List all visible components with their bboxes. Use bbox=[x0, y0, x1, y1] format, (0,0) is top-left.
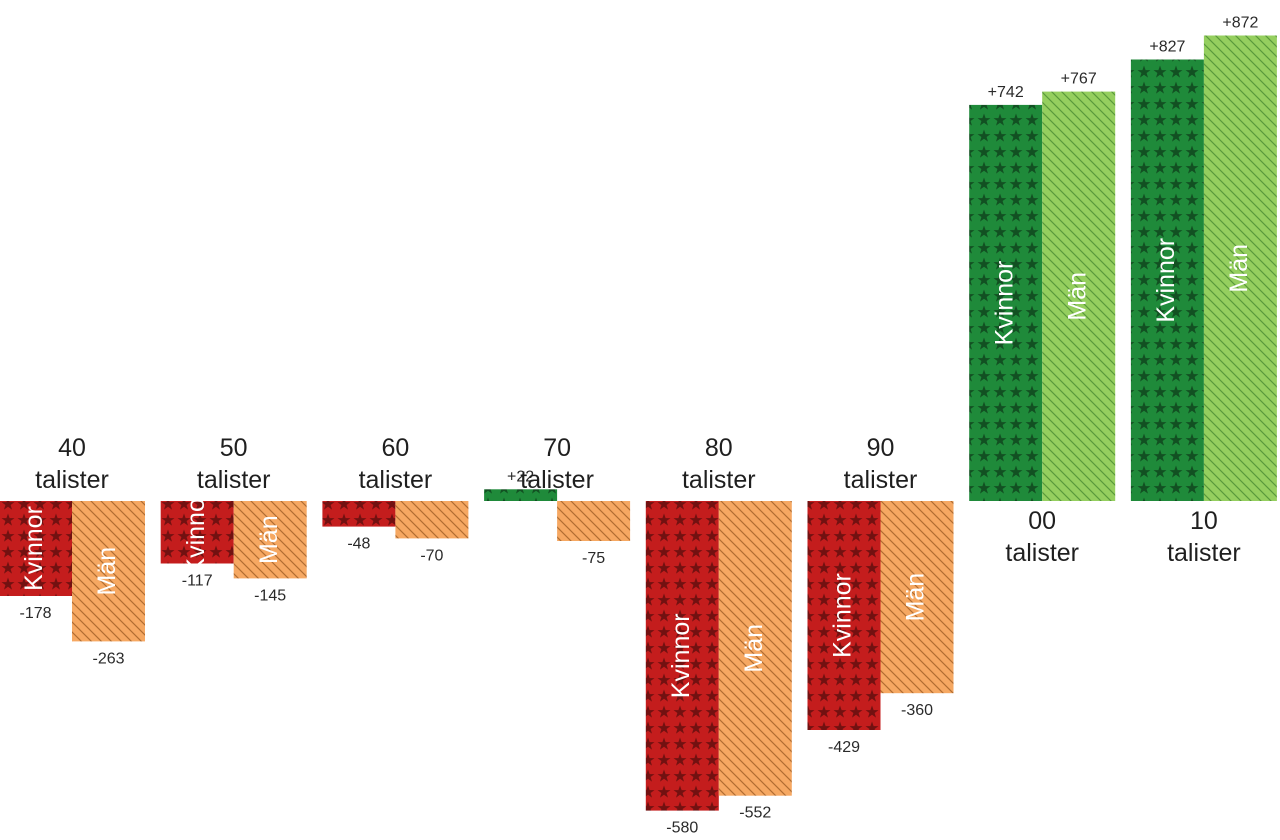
category-label-line2: talister bbox=[1005, 539, 1079, 567]
bar-man bbox=[557, 501, 631, 541]
bar-marks: -178Kvinnor-263Män40talister-117Kvinnor-… bbox=[0, 15, 1277, 837]
category-label-line2: talister bbox=[682, 466, 756, 494]
bar-kvinnor bbox=[160, 501, 234, 564]
value-label: -145 bbox=[254, 587, 286, 604]
series-name-label: Män bbox=[93, 547, 121, 596]
bar-kvinnor bbox=[645, 501, 719, 811]
bar-kvinnor bbox=[1130, 59, 1204, 501]
series-name-label: Män bbox=[902, 573, 930, 622]
value-label: -552 bbox=[739, 805, 771, 822]
category-label-line2: talister bbox=[844, 466, 918, 494]
category-label-line1: 80 bbox=[705, 434, 733, 462]
bar-man bbox=[233, 501, 307, 579]
value-label: +22 bbox=[507, 468, 534, 485]
series-name-label: Kvinnor bbox=[667, 613, 695, 698]
series-name-label: Kvinnor bbox=[1152, 238, 1180, 323]
value-label: -117 bbox=[182, 573, 213, 590]
value-label: -360 bbox=[901, 702, 933, 719]
bar-kvinnor bbox=[322, 501, 396, 527]
value-label: -263 bbox=[92, 650, 124, 667]
category-label-line2: talister bbox=[359, 466, 433, 494]
bar-group: -48 -70 60 talister bbox=[322, 434, 469, 564]
bar-group: -429 Kvinnor -360 Män 90 talister bbox=[807, 434, 954, 756]
series-name-label: Kvinnor bbox=[829, 573, 857, 658]
category-label-line1: 60 bbox=[381, 434, 409, 462]
value-label: +827 bbox=[1149, 39, 1185, 56]
series-name-label: Kvinnor bbox=[182, 490, 210, 575]
category-label-line1: 50 bbox=[220, 434, 248, 462]
category-label-line1: 00 bbox=[1028, 507, 1056, 535]
category-label-line2: talister bbox=[1167, 539, 1241, 567]
category-label-line1: 40 bbox=[58, 434, 86, 462]
bar-kvinnor bbox=[969, 104, 1043, 502]
series-name-label: Män bbox=[1063, 272, 1091, 321]
category-label-line2: talister bbox=[520, 466, 594, 494]
bar-kvinnor bbox=[0, 501, 72, 596]
bar-kvinnor bbox=[484, 489, 558, 501]
bar-group: -580 Kvinnor -552 Män 80 talister bbox=[645, 434, 792, 837]
bar-man bbox=[718, 501, 792, 796]
bar-kvinnor bbox=[807, 501, 881, 730]
series-name-label: Män bbox=[740, 624, 768, 673]
value-label: -70 bbox=[420, 547, 443, 564]
series-name-label: Kvinnor bbox=[990, 261, 1018, 346]
value-label: +767 bbox=[1061, 71, 1097, 88]
series-name-label: Kvinnor bbox=[20, 506, 48, 591]
value-label: -48 bbox=[347, 536, 370, 553]
value-label: -429 bbox=[828, 739, 860, 756]
value-label: +742 bbox=[988, 84, 1024, 101]
bar-man bbox=[1203, 35, 1277, 501]
bar-man bbox=[72, 501, 145, 642]
bar-man bbox=[1042, 91, 1116, 501]
bar-man bbox=[880, 501, 954, 694]
series-name-label: Män bbox=[255, 515, 283, 564]
category-label-line1: 10 bbox=[1190, 507, 1218, 535]
value-label: -178 bbox=[19, 605, 51, 622]
bar-man bbox=[395, 501, 469, 539]
series-name-label: Män bbox=[1225, 244, 1253, 293]
bar-group: +742 Kvinnor +767 Män 00 talister bbox=[969, 71, 1116, 567]
category-label-line2: talister bbox=[197, 466, 271, 494]
value-label: -75 bbox=[582, 550, 605, 567]
category-label-line1: 70 bbox=[543, 434, 571, 462]
bar-group: -178 Kvinnor -263 Män 40 talister bbox=[0, 434, 145, 667]
value-label: +872 bbox=[1222, 15, 1258, 32]
value-label: -580 bbox=[666, 820, 698, 837]
bar-group: +827 Kvinnor +872 Män 10 talister bbox=[1130, 15, 1277, 567]
category-label-line2: talister bbox=[35, 466, 109, 494]
bar-group: +22 -75 70 talister bbox=[484, 434, 631, 567]
category-label-line1: 90 bbox=[867, 434, 895, 462]
